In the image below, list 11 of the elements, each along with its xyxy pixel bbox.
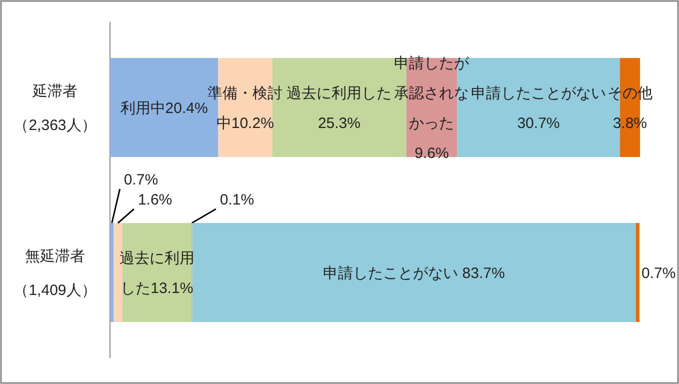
data-label: 0.7% (641, 264, 676, 282)
data-label: 1.6% (138, 191, 172, 208)
y-tick-label: 無延滞者（1,409人） (14, 248, 96, 299)
data-label: 申請したことがない 30.7% (471, 84, 606, 132)
y-tick-label: 延滞者（2,363人） (14, 82, 96, 134)
data-label: 申請したことがない 83.7% (323, 264, 505, 282)
data-label: 0.7% (124, 171, 158, 188)
data-label: 過去に利用した13.1% (119, 250, 194, 297)
data-label: 過去に利用した25.3% (286, 84, 392, 132)
data-label: 利用中20.4% (120, 100, 208, 117)
data-label: 0.1% (220, 191, 254, 208)
